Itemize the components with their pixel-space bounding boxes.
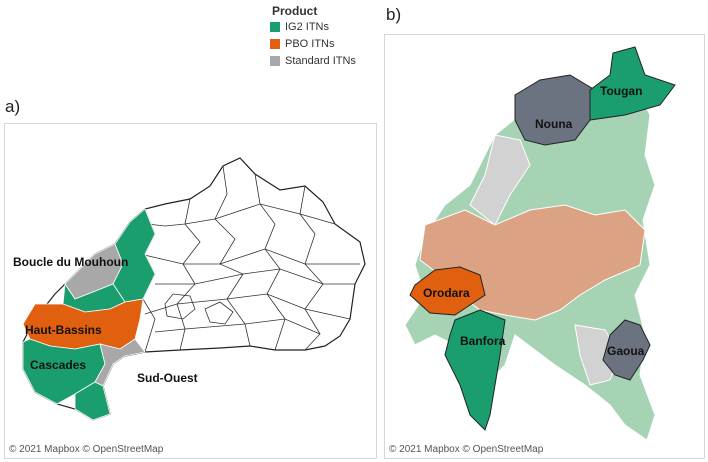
label-haut-bassins: Haut-Bassins xyxy=(25,323,102,337)
label-orodara: Orodara xyxy=(423,286,470,300)
region-sud-ouest-green[interactable] xyxy=(74,381,111,421)
district-borders xyxy=(129,165,360,353)
district-tougan[interactable] xyxy=(589,46,676,121)
label-cascades: Cascades xyxy=(30,358,86,372)
swatch-ig2 xyxy=(270,21,280,32)
panel-b-svg: Nouna Tougan Orodara Banfora Gaoua xyxy=(404,46,676,441)
district-light-gray-north[interactable] xyxy=(469,134,531,226)
legend-item-pbo[interactable]: PBO ITNs xyxy=(270,35,380,52)
district-nouna[interactable] xyxy=(514,74,596,146)
label-boucle: Boucle du Mouhoun xyxy=(13,255,128,269)
label-banfora: Banfora xyxy=(460,334,506,348)
legend-label-standard: Standard ITNs xyxy=(285,54,356,67)
panel-b-label: b) xyxy=(386,5,402,24)
legend-title: Product xyxy=(272,4,318,18)
legend-item-ig2[interactable]: IG2 ITNs xyxy=(270,18,380,35)
legend-item-standard[interactable]: Standard ITNs xyxy=(270,52,380,69)
legend-label-ig2: IG2 ITNs xyxy=(285,20,330,33)
legend: Product IG2 ITNs PBO ITNs Standard ITNs xyxy=(270,4,380,69)
panel-a-svg: Boucle du Mouhoun Haut-Bassins Cascades … xyxy=(13,157,366,421)
district-banfora[interactable] xyxy=(444,309,506,431)
legend-label-pbo: PBO ITNs xyxy=(285,37,335,50)
district-gaoua[interactable] xyxy=(602,319,651,381)
region-sud-ouest[interactable] xyxy=(94,338,146,387)
label-nouna: Nouna xyxy=(535,117,573,131)
swatch-standard xyxy=(270,55,280,66)
attribution-a: © 2021 Mapbox © OpenStreetMap xyxy=(9,444,164,455)
panel-a-label: a) xyxy=(5,97,21,116)
label-sud-ouest: Sud-Ouest xyxy=(137,371,198,385)
district-orodara[interactable] xyxy=(409,266,486,316)
label-gaoua: Gaoua xyxy=(607,344,645,358)
panel-b-map[interactable]: Nouna Tougan Orodara Banfora Gaoua © 202… xyxy=(384,34,705,459)
region-boucle-ig2[interactable] xyxy=(112,208,156,303)
panel-a-map[interactable]: Boucle du Mouhoun Haut-Bassins Cascades … xyxy=(4,123,377,459)
swatch-pbo xyxy=(270,38,280,49)
attribution-b: © 2021 Mapbox © OpenStreetMap xyxy=(389,444,544,455)
label-tougan: Tougan xyxy=(600,84,642,98)
